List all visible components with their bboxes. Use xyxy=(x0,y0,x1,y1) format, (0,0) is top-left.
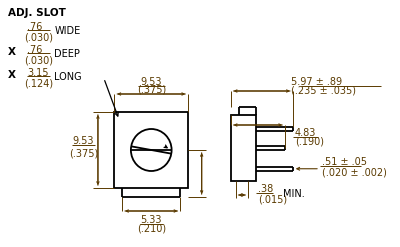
Text: X: X xyxy=(8,70,16,80)
Text: (.375): (.375) xyxy=(137,84,166,94)
Text: 9.53: 9.53 xyxy=(140,77,162,87)
Text: 4.83: 4.83 xyxy=(295,128,316,138)
Text: (.235 ± .035): (.235 ± .035) xyxy=(291,85,356,95)
Text: .38: .38 xyxy=(258,184,273,194)
Text: MIN.: MIN. xyxy=(283,189,305,199)
Text: (.124): (.124) xyxy=(24,78,53,88)
Text: (.020 ± .002): (.020 ± .002) xyxy=(322,167,387,177)
Text: ADJ. SLOT: ADJ. SLOT xyxy=(8,8,66,18)
Text: 5.97 ± .89: 5.97 ± .89 xyxy=(291,77,342,87)
Text: (.030): (.030) xyxy=(24,55,53,65)
Text: X: X xyxy=(8,47,16,57)
Text: LONG: LONG xyxy=(54,72,82,82)
Text: 9.53: 9.53 xyxy=(73,136,94,146)
Text: (.030): (.030) xyxy=(24,32,53,42)
Text: .76: .76 xyxy=(27,45,42,55)
Text: DEEP: DEEP xyxy=(54,49,80,59)
Text: (.190): (.190) xyxy=(295,136,324,146)
Text: .51 ± .05: .51 ± .05 xyxy=(322,157,367,167)
Text: .76: .76 xyxy=(27,22,42,32)
Text: (.210): (.210) xyxy=(137,223,166,233)
Bar xyxy=(114,112,188,188)
Text: (.015): (.015) xyxy=(258,194,287,204)
Text: (.375): (.375) xyxy=(69,148,98,158)
Text: 5.33: 5.33 xyxy=(140,215,162,225)
Text: 3.15: 3.15 xyxy=(27,68,49,78)
Text: WIDE: WIDE xyxy=(54,26,80,36)
Bar xyxy=(231,115,256,181)
